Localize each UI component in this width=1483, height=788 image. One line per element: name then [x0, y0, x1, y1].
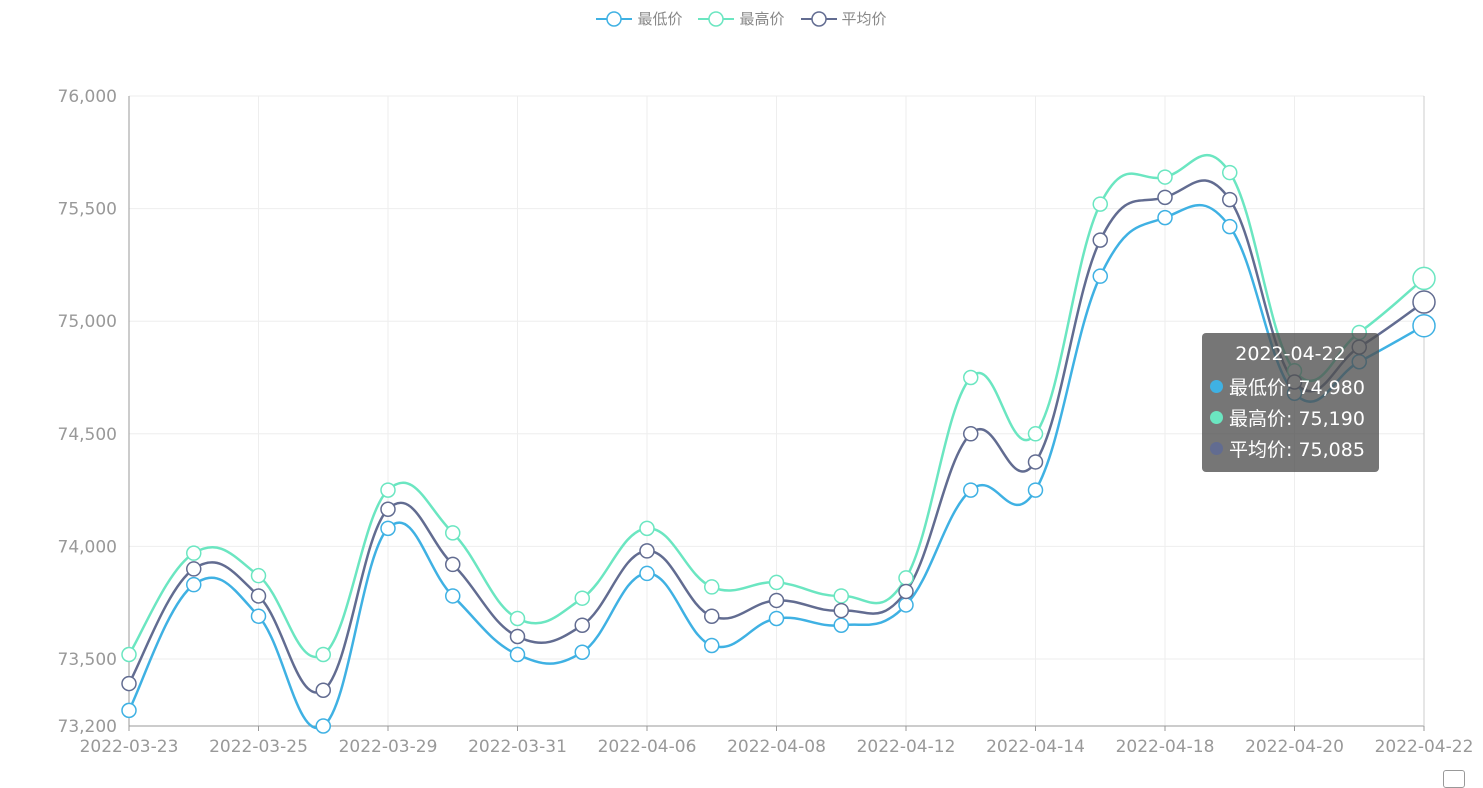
data-point [445, 556, 461, 573]
data-point [509, 610, 526, 627]
data-point [315, 718, 331, 734]
data-point [704, 579, 720, 595]
data-point [121, 646, 137, 663]
series-dot-icon [1210, 380, 1223, 393]
data-point [898, 583, 914, 600]
y-tick-label: 74,000 [58, 537, 117, 557]
data-point [768, 592, 785, 609]
tooltip-row-text: 最低价: 74,980 [1229, 377, 1365, 399]
legend-line-icon [596, 10, 633, 27]
data-point [1222, 164, 1238, 181]
data-point [833, 602, 849, 619]
series-dot-icon [1210, 411, 1223, 424]
data-point [639, 565, 655, 582]
data-point [1412, 290, 1436, 314]
data-point [963, 369, 979, 386]
y-tick-label: 73,200 [58, 717, 117, 737]
tooltip-row: 最低价: 74,980 [1210, 371, 1371, 402]
data-point [898, 570, 914, 586]
x-tick-label: 2022-04-20 [1245, 737, 1344, 757]
data-point [445, 525, 461, 541]
data-point [639, 543, 655, 559]
tooltip-row: 平均价: 75,085 [1210, 433, 1371, 464]
tooltip-row-text: 平均价: 75,085 [1229, 439, 1365, 461]
data-point [509, 628, 526, 645]
data-point [1412, 266, 1436, 291]
data-point [768, 574, 785, 591]
data-point [380, 520, 396, 537]
chart-tooltip: 2022-04-22 最低价: 74,980 最高价: 75,190 平均价: 75… [1202, 333, 1379, 472]
x-tick-label: 2022-03-23 [80, 737, 179, 757]
series-line [127, 153, 1425, 659]
toolbox-icon[interactable] [1443, 770, 1465, 788]
data-point [121, 675, 137, 692]
x-tick-label: 2022-03-31 [468, 737, 567, 757]
tooltip-title: 2022-04-22 [1235, 343, 1346, 365]
x-tick-label: 2022-03-29 [339, 737, 438, 757]
data-point [1092, 268, 1108, 284]
x-tick-label: 2022-03-25 [209, 737, 308, 757]
y-tick-label: 73,500 [58, 650, 117, 670]
data-point [833, 617, 849, 633]
x-tick-label: 2022-04-22 [1375, 737, 1474, 757]
legend-label: 平均价 [841, 10, 887, 28]
data-point [1027, 482, 1044, 498]
data-point [574, 617, 590, 633]
data-point [121, 702, 137, 719]
data-point [963, 482, 979, 498]
legend-item[interactable]: 最低价 [596, 8, 682, 29]
data-point [315, 646, 331, 663]
data-point [1157, 209, 1173, 226]
x-tick-label: 2022-04-18 [1116, 737, 1215, 757]
y-tick-label: 74,500 [58, 425, 117, 445]
x-tick-label: 2022-04-14 [986, 737, 1085, 757]
data-point [380, 482, 396, 498]
data-point [250, 588, 267, 604]
series-dot-icon [1210, 442, 1223, 455]
data-point [1027, 454, 1044, 470]
y-tick-label: 75,000 [58, 312, 117, 332]
y-tick-label: 76,000 [58, 87, 117, 107]
data-point [1222, 191, 1238, 208]
legend-label: 最低价 [637, 10, 683, 28]
chart-legend: 最低价 最高价 平均价 [0, 8, 1483, 29]
legend-item[interactable]: 最高价 [698, 8, 785, 29]
data-point [1027, 426, 1044, 442]
data-point [380, 501, 396, 517]
data-point [315, 682, 331, 699]
legend-item[interactable]: 平均价 [800, 8, 887, 29]
data-point [509, 646, 526, 663]
data-point [186, 545, 202, 561]
data-point [833, 588, 849, 604]
x-tick-label: 2022-04-06 [598, 737, 697, 757]
data-point [186, 561, 202, 577]
data-point [704, 637, 720, 654]
data-point [639, 520, 655, 537]
data-point [445, 588, 461, 604]
data-point [1157, 169, 1173, 185]
x-tick-label: 2022-04-08 [727, 737, 826, 757]
data-point [1157, 189, 1173, 206]
data-point [186, 576, 202, 593]
legend-line-icon [800, 10, 837, 27]
data-point [768, 610, 785, 627]
tooltip-row: 最高价: 75,190 [1210, 402, 1371, 433]
data-point [1092, 232, 1108, 248]
data-point [704, 608, 720, 624]
data-point [250, 608, 267, 624]
data-point [574, 644, 590, 660]
data-point [898, 597, 914, 613]
data-point [1222, 218, 1238, 235]
legend-label: 最高价 [739, 10, 785, 28]
x-tick-label: 2022-04-12 [857, 737, 956, 757]
legend-line-icon [698, 10, 735, 27]
y-tick-label: 75,500 [58, 200, 117, 220]
data-point [1412, 313, 1436, 338]
data-point [1092, 196, 1108, 212]
tooltip-row-text: 最高价: 75,190 [1229, 408, 1365, 430]
data-point [963, 426, 979, 442]
data-point [574, 590, 590, 606]
series-line [127, 179, 1425, 694]
data-point [250, 567, 267, 584]
